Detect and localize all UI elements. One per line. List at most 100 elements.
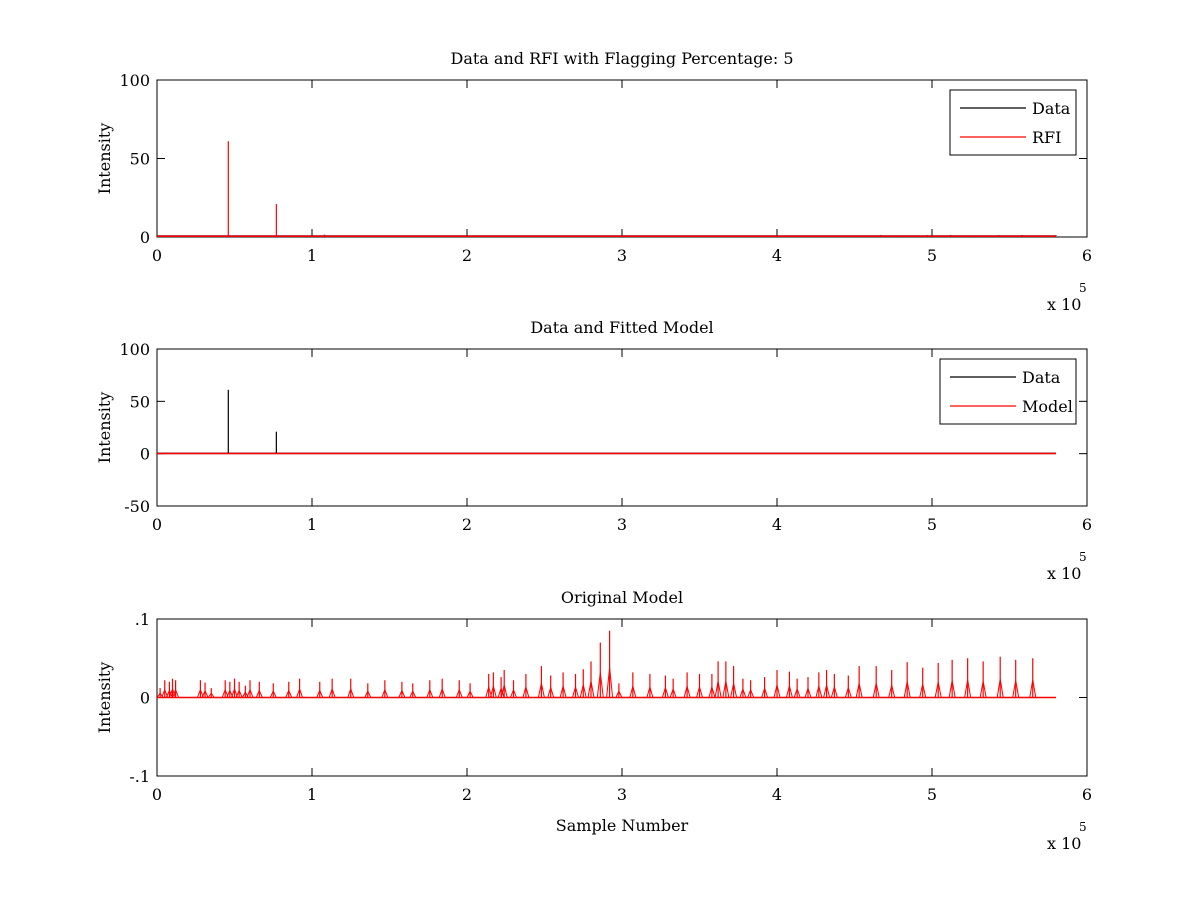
data-burst [231,687,238,698]
x-tick-label: 6 [1082,785,1092,804]
data-burst [714,681,722,698]
x-axis-label: Sample Number [556,816,689,835]
x-tick-label: 3 [617,246,627,265]
data-burst [466,689,474,698]
data-burst [235,689,243,698]
x-tick-label: 2 [462,785,472,804]
data-burst [221,688,229,698]
x-exponent-power: 5 [1079,820,1087,834]
data-burst [296,687,304,698]
x-tick-label: 4 [772,246,782,265]
x-tick-label: 2 [462,246,472,265]
data-burst [919,683,927,698]
data-burst [606,667,614,698]
plot-area [156,348,1088,507]
data-burst [438,687,446,698]
data-burst [773,685,781,698]
data-burst [804,686,812,698]
data-burst [572,685,579,698]
x-tick-label: 1 [307,785,317,804]
data-burst [964,679,972,698]
y-axis-label: Intensity [95,123,114,195]
data-burst [1029,679,1037,698]
plot-area [156,79,1088,238]
x-tick-label: 2 [462,515,472,534]
x-tick-label: 5 [927,515,937,534]
data-burst [793,687,801,698]
y-tick-label: 0 [140,689,150,708]
data-burst [903,681,911,698]
y-axis-label: Intensity [95,392,114,464]
y-tick-label: 50 [130,392,150,411]
legend-box [939,358,1077,425]
data-burst [285,689,293,698]
x-tick-label: 3 [617,785,627,804]
data-burst [328,687,336,698]
data-burst [269,689,277,698]
x-exponent-label: x 10 [1047,564,1081,583]
data-burst [485,685,493,698]
data-burst [255,689,263,698]
x-tick-label: 0 [152,785,162,804]
chart-title: Data and RFI with Flagging Percentage: 5 [450,49,793,68]
x-tick-label: 0 [152,515,162,534]
data-burst [559,684,567,698]
data-burst [426,688,434,698]
data-burst [683,684,691,698]
data-burst [1012,680,1020,698]
y-tick-label: .1 [135,610,150,629]
y-tick-label: 100 [119,71,150,90]
data-burst [785,685,793,698]
x-exponent-power: 5 [1079,281,1087,295]
data-burst [347,687,355,698]
data-burst [165,689,173,698]
data-burst [934,681,942,698]
legend-entry: RFI [1032,128,1061,147]
data-burst [161,688,169,698]
data-burst [510,688,517,698]
x-exponent-label: x 10 [1047,295,1081,314]
data-burst [669,687,677,698]
y-tick-label: 50 [130,150,150,169]
data-burst [489,684,497,698]
data-burst [207,692,215,698]
data-burst [547,685,555,698]
data-burst [497,686,505,698]
data-burst [455,688,463,698]
y-axis-label: Intensity [95,662,114,734]
data-burst [815,684,823,698]
data-burst [381,688,389,698]
chart-title: Original Model [561,588,683,607]
x-exponent-label: x 10 [1047,834,1081,853]
data-burst [730,683,738,698]
x-tick-label: 6 [1082,515,1092,534]
x-tick-label: 6 [1082,246,1092,265]
data-burst [747,688,755,698]
data-burst [596,672,604,698]
data-burst [823,685,831,698]
y-tick-label: 100 [119,340,150,359]
data-burst [739,687,747,698]
data-burst [579,684,587,698]
data-burst [830,685,838,698]
data-burst [948,680,956,698]
data-burst [696,685,703,698]
legend-entry: Data [1032,99,1071,118]
data-burst [661,685,669,698]
data-burst [316,689,324,698]
data-burst [201,689,209,698]
y-tick-label: -.1 [129,767,150,786]
data-burst [615,689,623,698]
chart-title: Data and Fitted Model [530,318,713,337]
data-burst [537,683,545,698]
data-burst [722,681,730,698]
series-rfi [157,141,1056,237]
rfi-panel: 0 1 2 3 4 5 6 0 50 100 Data and RFI with Flagging … [95,49,1092,314]
x-tick-label: 5 [927,785,937,804]
legend-box [949,89,1077,156]
x-tick-label: 5 [927,246,937,265]
y-tick-label: 0 [140,228,150,247]
